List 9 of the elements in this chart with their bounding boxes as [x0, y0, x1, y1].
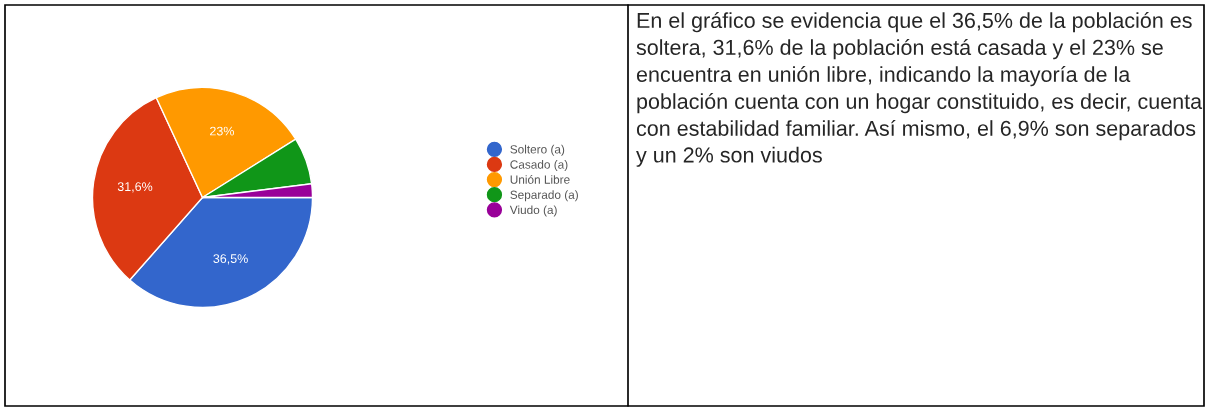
legend-label: Separado (a) [510, 190, 578, 202]
legend-label: Casado (a) [510, 160, 568, 172]
data-label: 31,6% [117, 182, 153, 193]
legend-label: Unión Libre [510, 175, 570, 184]
legend-label: Soltero (a) [510, 144, 565, 156]
data-label: 23% [210, 126, 234, 136]
legend-label: Viudo (a) [509, 205, 557, 217]
data-label: 36,5% [213, 254, 248, 265]
text: En el gráfico se evidencia que el 36,5% de la población es soltera, 31,6% de la población está casada y el 23% se encuentra en unión libre, indicando la mayoría de la población cuenta con un hogar constituido, es decir, cuenta con estabilidad familiar. Así mismo, el 6,9% son separados y un 2% son viudos [636, 12, 1203, 167]
